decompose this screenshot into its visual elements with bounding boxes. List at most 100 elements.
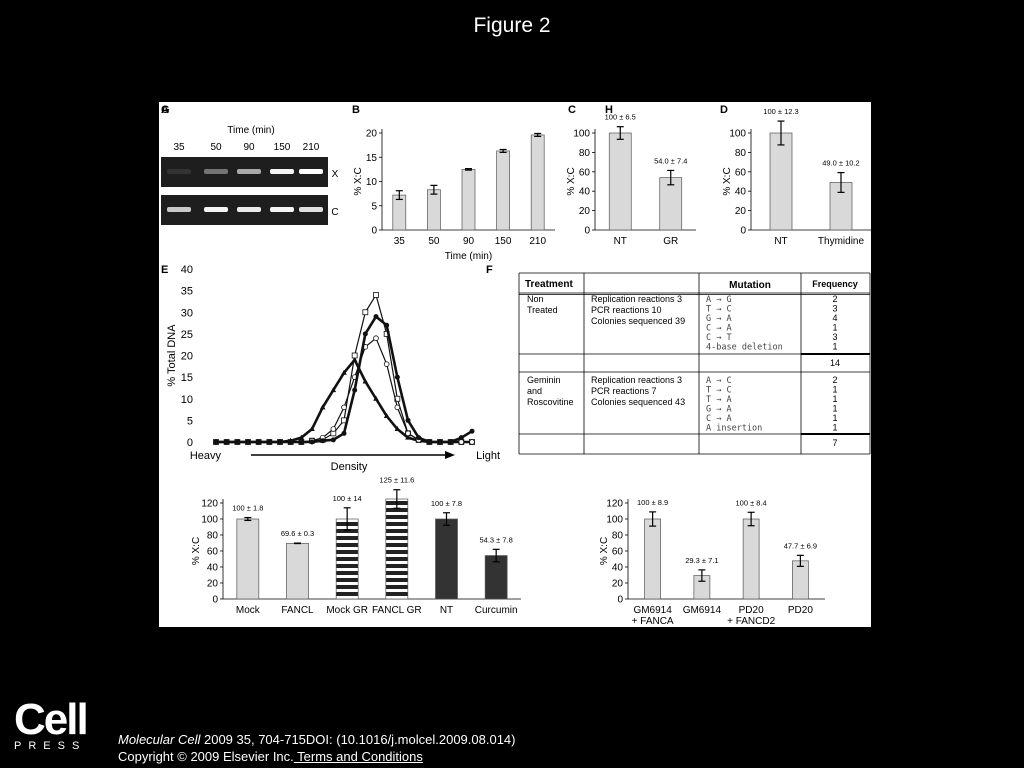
- bar: [435, 518, 458, 600]
- y-axis-label: % X:C: [191, 537, 202, 565]
- table-header: Treatment: [525, 279, 573, 290]
- table-mutation: A insertion: [706, 424, 762, 434]
- data-label: 100 ± 12.3: [763, 107, 798, 116]
- x-left-label: Heavy: [190, 450, 222, 462]
- table-treatment: and: [527, 386, 542, 396]
- marker-triangle: [373, 395, 379, 401]
- y-tick-label: 20: [366, 129, 378, 140]
- y-tick-label: 10: [181, 394, 193, 406]
- panel-label-a: A: [161, 104, 169, 116]
- y-tick-label: 40: [735, 187, 747, 198]
- y-tick-label: 100: [606, 515, 623, 526]
- y-tick-label: 35: [181, 286, 193, 298]
- y-tick-label: 15: [366, 153, 378, 164]
- marker-circle-filled: [394, 374, 400, 380]
- y-tick-label: 5: [187, 415, 193, 427]
- bar: [530, 134, 545, 231]
- marker-circle-filled: [277, 439, 283, 445]
- marker-triangle: [298, 434, 305, 440]
- marker-circle-filled: [266, 439, 272, 445]
- x-tick-label: 35: [394, 236, 406, 247]
- table-header: Frequency: [812, 279, 858, 289]
- panel-label-d: D: [720, 104, 728, 116]
- marker-circle-filled: [309, 439, 315, 445]
- table-frequency: 1: [832, 385, 837, 395]
- y-tick-label: 120: [606, 499, 623, 510]
- marker-circle-filled: [458, 435, 464, 441]
- y-tick-label: 60: [612, 547, 624, 558]
- x-tick-label: Mock: [236, 605, 261, 616]
- x-tick-label: FANCL GR: [372, 605, 422, 616]
- gel-lane-label: 150: [274, 142, 291, 153]
- gel-band: [270, 207, 294, 212]
- table-detail: Replication reactions 3: [591, 294, 682, 304]
- y-tick-label: 10: [366, 177, 378, 188]
- x-tick-label: GM6914: [683, 605, 722, 616]
- x-tick-label: GR: [663, 236, 678, 247]
- y-tick-label: 80: [612, 531, 624, 542]
- y-tick-label: 0: [740, 226, 746, 237]
- figure-panel: A Time (min) 35 50 90 150 210 X C B 0 5 10 15 20% X:C 3…: [159, 102, 871, 627]
- x-tick-label: GM6914: [633, 605, 672, 616]
- y-tick-label: 40: [181, 264, 193, 276]
- y-tick-label: 80: [579, 148, 591, 159]
- gel-lane-label: 35: [173, 142, 185, 153]
- marker-square: [362, 309, 369, 316]
- y-tick-label: 0: [617, 595, 623, 606]
- marker-circle-filled: [384, 322, 390, 328]
- y-tick-label: 15: [181, 372, 193, 384]
- terms-link[interactable]: Terms and Conditions: [293, 749, 423, 764]
- table-frequency: 1: [832, 404, 837, 414]
- marker-circle-filled: [320, 438, 326, 444]
- table-total: 7: [832, 438, 837, 448]
- table-frequency: 2: [832, 294, 837, 304]
- data-label: 54.0 ± 7.4: [654, 156, 687, 165]
- table-mutation: C → A: [706, 324, 732, 334]
- journal-name: Molecular Cell: [118, 732, 201, 747]
- table-mutation: T → C: [706, 305, 732, 315]
- table-frequency: 2: [832, 375, 837, 385]
- marker-circle-open: [341, 404, 347, 411]
- bar: [427, 189, 441, 231]
- bar: [608, 132, 632, 231]
- gel-row-label: C: [331, 207, 338, 218]
- y-tick-label: 20: [579, 206, 591, 217]
- marker-triangle: [394, 426, 401, 432]
- bar: [286, 542, 309, 600]
- table-mutation: A → G: [706, 295, 732, 305]
- marker-triangle: [383, 413, 390, 419]
- marker-circle-filled: [330, 437, 336, 443]
- x-tick-label: PD20: [788, 605, 813, 616]
- marker-triangle: [341, 369, 347, 375]
- bar: [742, 518, 760, 600]
- table-treatment: Roscovitine: [527, 397, 574, 407]
- gel-lane-label: 50: [210, 142, 222, 153]
- table-header: Mutation: [729, 280, 771, 291]
- y-axis-label: % Total DNA: [166, 324, 178, 387]
- y-tick-label: 40: [579, 187, 591, 198]
- data-label: 125 ± 11.6: [379, 476, 414, 485]
- table-frequency: 3: [832, 332, 837, 342]
- marker-triangle: [362, 378, 369, 384]
- table-detail: PCR reactions 7: [591, 386, 657, 396]
- y-tick-label: 20: [735, 206, 747, 217]
- citation-line: Molecular Cell 2009 35, 704-715DOI: (10.…: [118, 731, 515, 748]
- data-label: 29.3 ± 7.1: [685, 556, 718, 565]
- table-mutation: G → A: [706, 314, 732, 324]
- marker-triangle: [330, 387, 337, 393]
- gel-band: [237, 169, 261, 174]
- x-tick-label: NT: [614, 236, 627, 247]
- table-mutation: T → A: [706, 395, 732, 405]
- table-mutation: C → A: [706, 414, 732, 424]
- bar: [461, 169, 476, 231]
- x-tick-label: + FANCA: [632, 616, 674, 627]
- panel-label-b: B: [352, 104, 360, 116]
- marker-circle-filled: [341, 430, 347, 436]
- table-detail: Colonies sequenced 39: [591, 316, 685, 326]
- marker-circle-filled: [469, 428, 475, 434]
- y-tick-label: 40: [612, 563, 624, 574]
- marker-circle-filled: [362, 331, 368, 337]
- panel-label-g: G: [161, 104, 170, 116]
- data-label: 100 ± 7.8: [431, 499, 462, 508]
